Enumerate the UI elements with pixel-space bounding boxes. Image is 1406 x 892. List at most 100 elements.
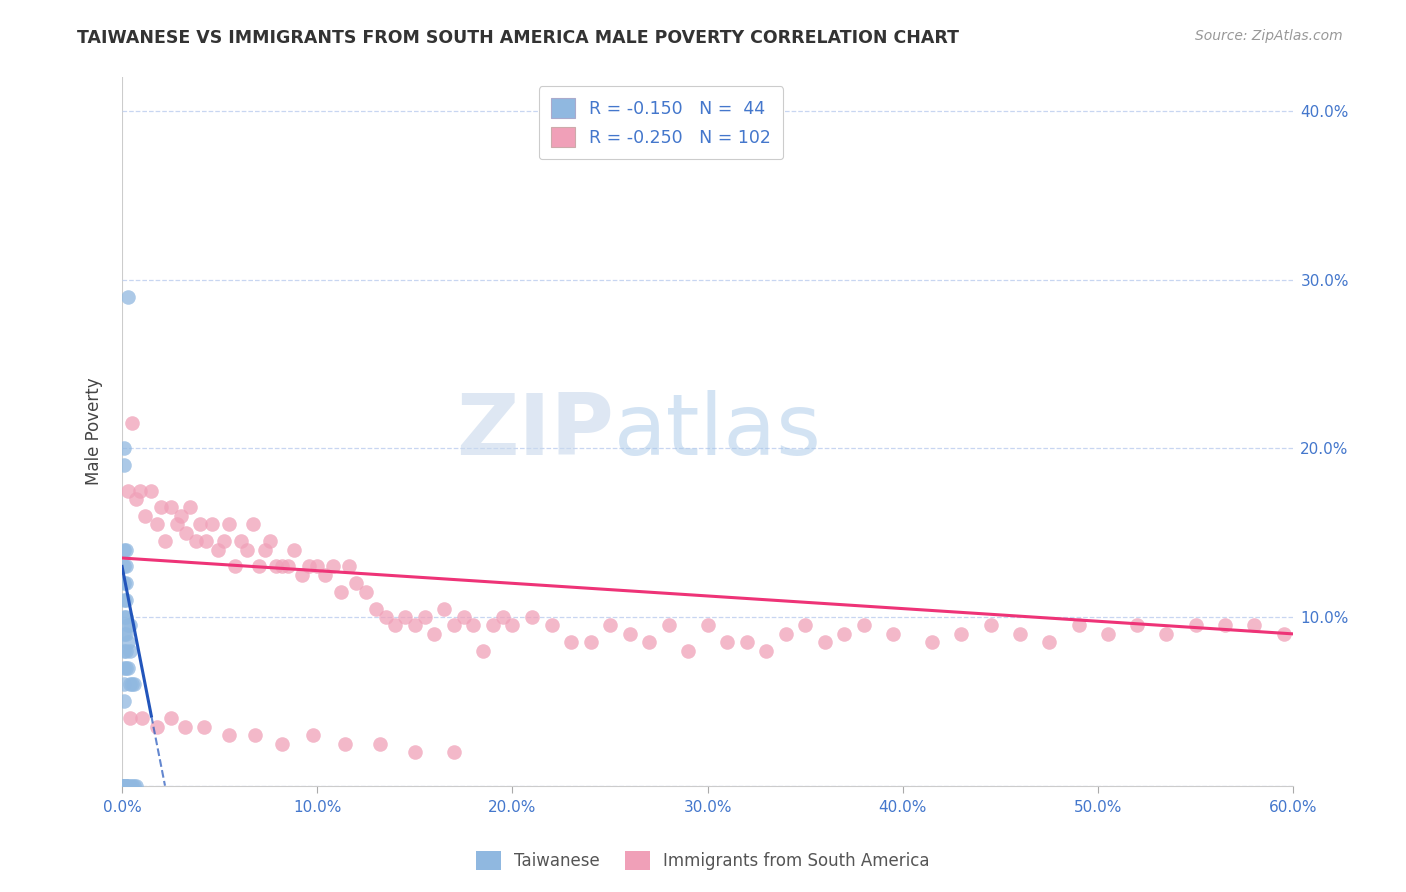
Point <box>115 610 138 624</box>
Point <box>834 627 856 641</box>
Point <box>482 618 505 632</box>
Point <box>404 618 426 632</box>
Point <box>368 737 391 751</box>
Point <box>117 483 139 498</box>
Point <box>329 584 352 599</box>
Point <box>131 711 153 725</box>
Text: ZIP: ZIP <box>457 390 614 473</box>
Point <box>150 500 173 515</box>
Point <box>302 728 325 742</box>
Point <box>755 644 778 658</box>
Legend: R = -0.150   N =  44, R = -0.250   N = 102: R = -0.150 N = 44, R = -0.250 N = 102 <box>538 87 783 159</box>
Point <box>118 644 141 658</box>
Point <box>374 610 396 624</box>
Point <box>337 559 360 574</box>
Point <box>218 517 240 532</box>
Point <box>176 525 198 540</box>
Point <box>291 567 314 582</box>
Point <box>115 627 138 641</box>
Point <box>1097 627 1119 641</box>
Point <box>112 779 135 793</box>
Point <box>117 618 139 632</box>
Point <box>153 534 176 549</box>
Point <box>271 559 294 574</box>
Point <box>193 720 215 734</box>
Point <box>560 635 582 649</box>
Point <box>169 508 191 523</box>
Point <box>384 618 406 632</box>
Point <box>112 660 135 674</box>
Text: Source: ZipAtlas.com: Source: ZipAtlas.com <box>1195 29 1343 43</box>
Point <box>658 618 681 632</box>
Point <box>112 627 135 641</box>
Point <box>146 517 169 532</box>
Text: atlas: atlas <box>614 390 823 473</box>
Point <box>207 542 229 557</box>
Point <box>146 720 169 734</box>
Point <box>283 542 305 557</box>
Point <box>115 779 138 793</box>
Point <box>492 610 515 624</box>
Point <box>179 500 201 515</box>
Point <box>121 677 143 691</box>
Point <box>253 542 276 557</box>
Point <box>696 618 718 632</box>
Point <box>141 483 163 498</box>
Point <box>716 635 738 649</box>
Point <box>186 534 208 549</box>
Point <box>118 677 141 691</box>
Point <box>115 576 138 591</box>
Point <box>112 779 135 793</box>
Point <box>112 779 135 793</box>
Point <box>115 593 138 607</box>
Point <box>264 559 287 574</box>
Point <box>814 635 837 649</box>
Point <box>472 644 495 658</box>
Point <box>540 618 562 632</box>
Point <box>224 559 246 574</box>
Point <box>112 458 135 473</box>
Point <box>112 576 135 591</box>
Point <box>520 610 543 624</box>
Point <box>118 779 141 793</box>
Point <box>259 534 281 549</box>
Point <box>1010 627 1032 641</box>
Point <box>112 610 135 624</box>
Point <box>115 559 138 574</box>
Point <box>112 779 135 793</box>
Point <box>125 779 148 793</box>
Point <box>112 694 135 708</box>
Point <box>117 779 139 793</box>
Point <box>364 601 387 615</box>
Point <box>413 610 436 624</box>
Point <box>125 491 148 506</box>
Point <box>333 737 356 751</box>
Point <box>115 542 138 557</box>
Point <box>160 500 183 515</box>
Point <box>619 627 641 641</box>
Point <box>1272 627 1295 641</box>
Point <box>112 542 135 557</box>
Point <box>921 635 943 649</box>
Point <box>775 627 797 641</box>
Point <box>231 534 253 549</box>
Point <box>115 644 138 658</box>
Point <box>115 660 138 674</box>
Point <box>502 618 524 632</box>
Point <box>271 737 294 751</box>
Text: TAIWANESE VS IMMIGRANTS FROM SOUTH AMERICA MALE POVERTY CORRELATION CHART: TAIWANESE VS IMMIGRANTS FROM SOUTH AMERI… <box>77 29 959 46</box>
Point <box>160 711 183 725</box>
Point <box>599 618 621 632</box>
Point <box>1126 618 1149 632</box>
Point <box>314 567 336 582</box>
Point <box>242 517 264 532</box>
Point <box>1243 618 1265 632</box>
Point <box>453 610 475 624</box>
Point <box>218 728 240 742</box>
Point <box>112 779 135 793</box>
Point <box>277 559 299 574</box>
Point <box>173 720 195 734</box>
Point <box>121 779 143 793</box>
Point <box>134 508 156 523</box>
Point <box>443 618 465 632</box>
